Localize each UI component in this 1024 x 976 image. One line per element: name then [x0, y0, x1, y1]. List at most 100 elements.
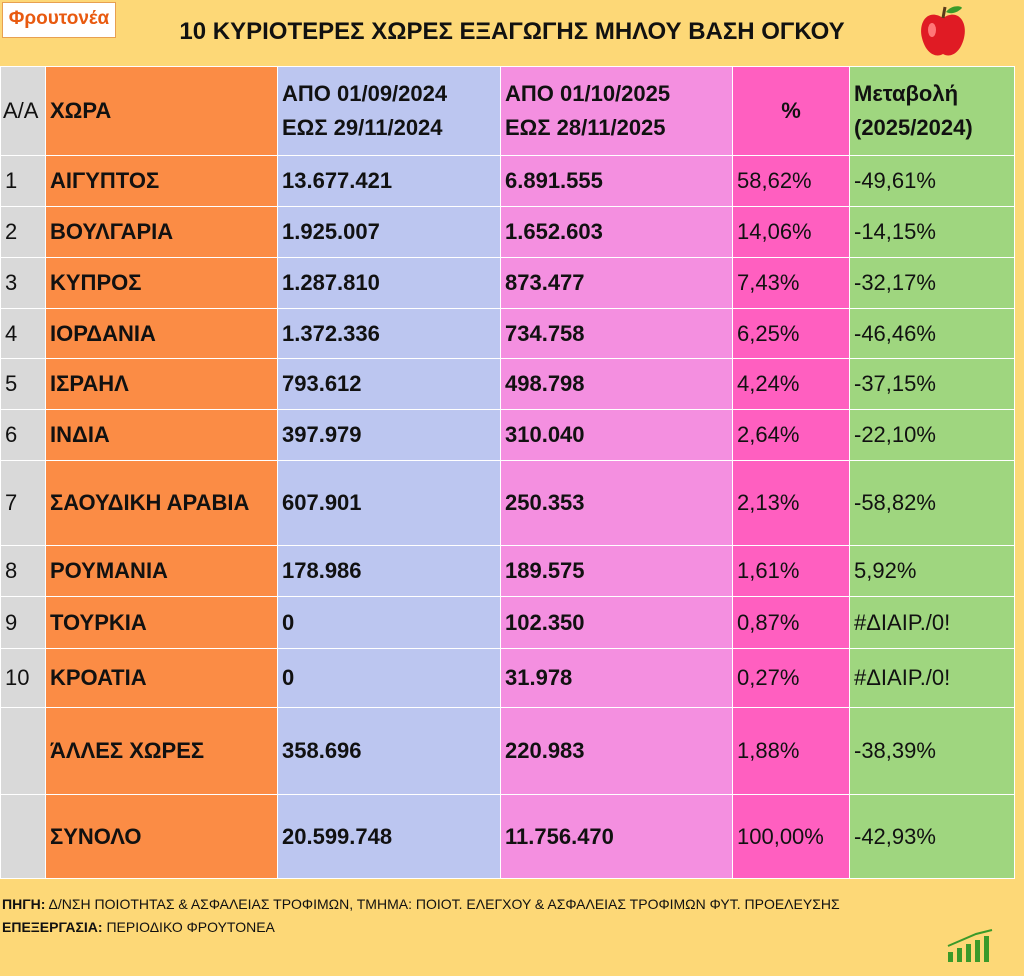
header-line: ΕΩΣ 28/11/2025 — [505, 115, 666, 140]
change: -42,93% — [849, 794, 1015, 879]
country: ΤΟΥΡΚΙΑ — [45, 596, 278, 649]
processing: ΠΕΡΙΟΔΙΚΟ ΦΡΟΥΤΟΝΕΑ — [106, 919, 275, 935]
row: 4 ΙΟΡΔΑΝΙΑ 1.372.336 734.758 6,25% -46,46% — [0, 308, 1015, 359]
header-cell: Μεταβολή (2025/2024) — [849, 66, 1015, 156]
change: -22,10% — [849, 409, 1015, 461]
country: ΙΝΔΙΑ — [45, 409, 278, 461]
share: 1,88% — [732, 707, 850, 795]
header-cell: % — [732, 66, 850, 156]
row-number: 10 — [0, 648, 46, 708]
value-2025: 873.477 — [500, 257, 733, 309]
change: 5,92% — [849, 545, 1015, 597]
header-cell: ΑΠΟ 01/09/2024 ΕΩΣ 29/11/2024 — [277, 66, 501, 156]
value-2025: 189.575 — [500, 545, 733, 597]
change: -14,15% — [849, 206, 1015, 258]
row-number: 8 — [0, 545, 46, 597]
value-2024: 793.612 — [277, 358, 501, 410]
value-2025: 31.978 — [500, 648, 733, 708]
row: 5 ΙΣΡΑΗΛ 793.612 498.798 4,24% -37,15% — [0, 358, 1015, 410]
value-2024: 0 — [277, 596, 501, 649]
header-line: (2025/2024) — [854, 115, 973, 140]
row-number: 3 — [0, 257, 46, 309]
row-number — [0, 707, 46, 795]
value-2024: 20.599.748 — [277, 794, 501, 879]
row-number: 7 — [0, 460, 46, 546]
country: ΚΡΟΑΤΙΑ — [45, 648, 278, 708]
share: 2,64% — [732, 409, 850, 461]
share: 100,00% — [732, 794, 850, 879]
footer: ΠΗΓΗ: Δ/ΝΣΗ ΠΟΙΟΤΗΤΑΣ & ΑΣΦΑΛΕΙΑΣ ΤΡΟΦΙΜ… — [2, 893, 840, 939]
header-row: Α/Α ΧΩΡΑ ΑΠΟ 01/09/2024 ΕΩΣ 29/11/2024 ΑΠΟ 0… — [0, 66, 1015, 156]
header-line: Μεταβολή — [854, 81, 959, 106]
share: 6,25% — [732, 308, 850, 359]
source: Δ/ΝΣΗ ΠΟΙΟΤΗΤΑΣ & ΑΣΦΑΛΕΙΑΣ ΤΡΟΦΙΜΩΝ, ΤΜ… — [48, 896, 840, 912]
row-number: 9 — [0, 596, 46, 649]
row: 8 ΡΟΥΜΑΝΙΑ 178.986 189.575 1,61% 5,92% — [0, 545, 1015, 597]
row: 2 ΒΟΥΛΓΑΡΙΑ 1.925.007 1.652.603 14,06% -14,15… — [0, 206, 1015, 258]
value-2024: 397.979 — [277, 409, 501, 461]
value-2024: 178.986 — [277, 545, 501, 597]
value-2025: 734.758 — [500, 308, 733, 359]
row: 9 ΤΟΥΡΚΙΑ 0 102.350 0,87% #ΔΙΑΙΡ./0! — [0, 596, 1015, 649]
value-2024: 1.372.336 — [277, 308, 501, 359]
apple-icon — [921, 6, 965, 56]
row-number: 4 — [0, 308, 46, 359]
header-cell: ΧΩΡΑ — [45, 66, 278, 156]
row-number — [0, 794, 46, 879]
share: 2,13% — [732, 460, 850, 546]
value-2024: 358.696 — [277, 707, 501, 795]
title: 10 ΚΥΡΙΟΤΕΡΕΣ ΧΩΡΕΣ ΕΞΑΓΩΓΗΣ ΜΗΛΟΥ ΒΑΣΗ … — [179, 18, 845, 45]
source-label: ΠΗΓΗ: — [2, 896, 46, 912]
value-2024: 1.287.810 — [277, 257, 501, 309]
change: -46,46% — [849, 308, 1015, 359]
row: 7 ΣΑΟΥΔΙΚΗ ΑΡΑΒΙΑ 607.901 250.353 2,13% -58,8… — [0, 460, 1015, 546]
row-number: 1 — [0, 155, 46, 207]
value-2024: 13.677.421 — [277, 155, 501, 207]
change: -38,39% — [849, 707, 1015, 795]
share: 7,43% — [732, 257, 850, 309]
header-line: ΑΠΟ 01/09/2024 — [282, 81, 448, 106]
logo: Φρουτονέα — [2, 2, 116, 38]
country: ΆΛΛΕΣ ΧΩΡΕΣ — [45, 707, 278, 795]
header-cell: Α/Α — [0, 66, 46, 156]
change: #ΔΙΑΙΡ./0! — [849, 596, 1015, 649]
row: 10 ΚΡΟΑΤΙΑ 0 31.978 0,27% #ΔΙΑΙΡ./0! — [0, 648, 1015, 708]
change: -49,61% — [849, 155, 1015, 207]
country: ΚΥΠΡΟΣ — [45, 257, 278, 309]
value-2025: 498.798 — [500, 358, 733, 410]
header-line: % — [781, 98, 801, 123]
value-2025: 250.353 — [500, 460, 733, 546]
share: 0,27% — [732, 648, 850, 708]
share: 58,62% — [732, 155, 850, 207]
change: -32,17% — [849, 257, 1015, 309]
share: 14,06% — [732, 206, 850, 258]
country: ΡΟΥΜΑΝΙΑ — [45, 545, 278, 597]
country: ΙΟΡΔΑΝΙΑ — [45, 308, 278, 359]
row-number: 5 — [0, 358, 46, 410]
row: 3 ΚΥΠΡΟΣ 1.287.810 873.477 7,43% -32,17% — [0, 257, 1015, 309]
value-2024: 0 — [277, 648, 501, 708]
processing-label: ΕΠΕΞΕΡΓΑΣΙΑ: — [2, 919, 103, 935]
value-2025: 11.756.470 — [500, 794, 733, 879]
value-2024: 1.925.007 — [277, 206, 501, 258]
header-line: ΑΠΟ 01/10/2025 — [505, 81, 671, 106]
country: ΣΥΝΟΛΟ — [45, 794, 278, 879]
chart-icon — [947, 929, 993, 962]
row: ΣΥΝΟΛΟ 20.599.748 11.756.470 100,00% -42,93% — [0, 794, 1015, 879]
share: 0,87% — [732, 596, 850, 649]
row: ΆΛΛΕΣ ΧΩΡΕΣ 358.696 220.983 1,88% -38,39% — [0, 707, 1015, 795]
row: 6 ΙΝΔΙΑ 397.979 310.040 2,64% -22,10% — [0, 409, 1015, 461]
data-table: Α/Α ΧΩΡΑ ΑΠΟ 01/09/2024 ΕΩΣ 29/11/2024 ΑΠΟ 0… — [0, 66, 1015, 879]
header-line: ΕΩΣ 29/11/2024 — [282, 115, 443, 140]
country: ΒΟΥΛΓΑΡΙΑ — [45, 206, 278, 258]
change: #ΔΙΑΙΡ./0! — [849, 648, 1015, 708]
change: -58,82% — [849, 460, 1015, 546]
value-2025: 1.652.603 — [500, 206, 733, 258]
share: 1,61% — [732, 545, 850, 597]
share: 4,24% — [732, 358, 850, 410]
country: ΣΑΟΥΔΙΚΗ ΑΡΑΒΙΑ — [45, 460, 278, 546]
value-2025: 102.350 — [500, 596, 733, 649]
row-number: 2 — [0, 206, 46, 258]
country: ΙΣΡΑΗΛ — [45, 358, 278, 410]
